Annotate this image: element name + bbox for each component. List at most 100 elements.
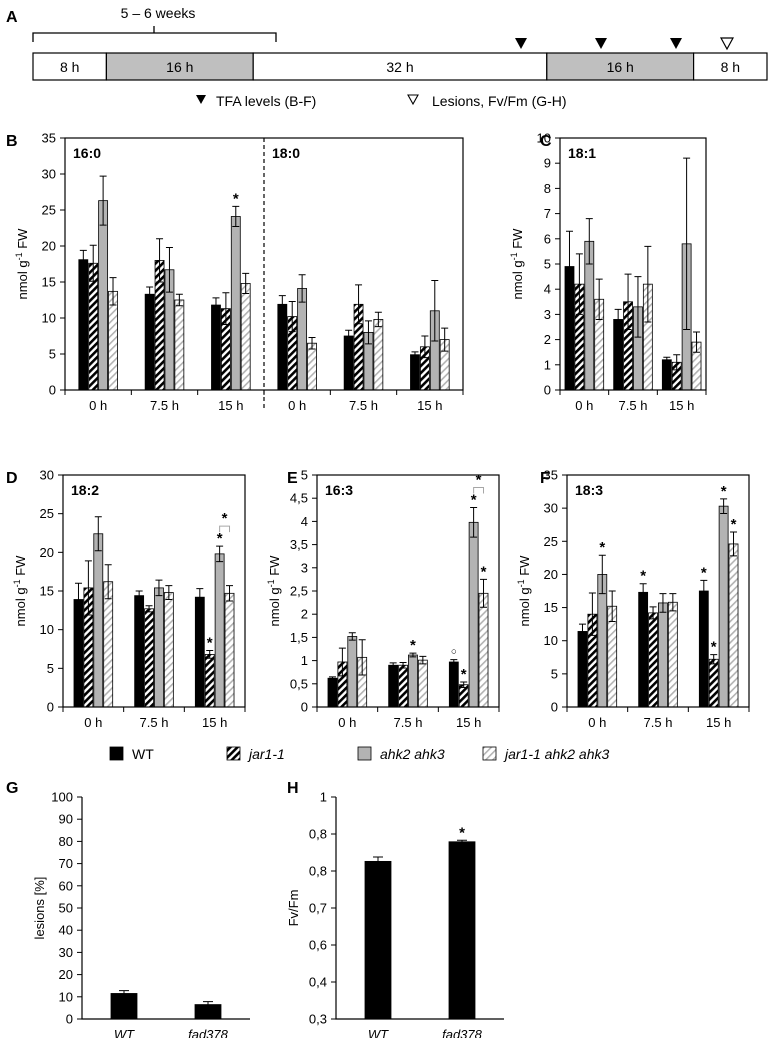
y-tick-label-E-2: 1 <box>301 653 308 668</box>
significance-mark-E-3: * <box>471 491 477 508</box>
error-bar-E-3-2 <box>480 578 488 608</box>
bar-F-0-0 <box>577 631 588 708</box>
bar-B-0-3 <box>277 303 288 391</box>
x-label-C-0: 0 h <box>575 398 593 413</box>
significance-mark-E-0: ○ <box>451 647 457 658</box>
error-bar-F-2-2 <box>720 498 728 514</box>
error-bar-D-2-2 <box>216 545 224 563</box>
y-tick-label-B-5: 25 <box>42 203 56 218</box>
significance-mark-F-0: * <box>640 568 646 585</box>
error-bar-E-3-0 <box>358 639 366 676</box>
x-label-D-1: 7.5 h <box>140 715 169 730</box>
bar-F-1-1 <box>648 612 658 708</box>
timeline-segment-label-1: 16 h <box>166 59 193 75</box>
y-tick-label-E-3: 1,5 <box>290 630 308 645</box>
error-bar-F-3-2 <box>730 531 738 557</box>
error-bar-E-0-0 <box>328 676 336 681</box>
y-tick-label-C-2: 2 <box>544 332 551 347</box>
y-tick-label-E-1: 0,5 <box>290 676 308 691</box>
error-bar-B-3-4 <box>374 311 382 328</box>
y-tick-label-B-4: 20 <box>42 239 56 254</box>
y-tick-label-D-4: 20 <box>40 545 54 560</box>
x-label-C-2: 15 h <box>669 398 694 413</box>
y-tick-label-B-6: 30 <box>42 167 56 182</box>
bar-D-2-2 <box>214 553 225 708</box>
bar-B-3-4 <box>373 319 384 391</box>
error-bar-B-1-5 <box>421 335 429 359</box>
y-axis-label-E: nmol g-1 FW <box>266 555 282 627</box>
y-tick-label-F-2: 10 <box>544 633 558 648</box>
plot-frame-B <box>64 137 464 391</box>
y-tick-label-E-10: 5 <box>301 468 308 483</box>
y-tick-label-C-10: 10 <box>537 131 551 146</box>
plot-frame-E <box>316 474 500 708</box>
panel-label-e: E <box>287 470 298 487</box>
error-bar-C-1-0 <box>575 253 583 315</box>
significance-mark-D-1: * <box>217 530 223 547</box>
panel-label-g: G <box>6 780 18 797</box>
y-tick-label-D-3: 15 <box>40 584 54 599</box>
error-bar-C-3-2 <box>693 331 701 353</box>
y-tick-label-B-7: 35 <box>42 131 56 146</box>
chart-h-fvfm: 0,3 0,4 0,6 0,7 0,8 0,8 1 Fv/Fm WT fad378 * <box>286 790 504 1038</box>
y-tick-label-G-3: 30 <box>59 945 73 960</box>
error-bar-B-3-2 <box>242 272 250 295</box>
error-bar-E-2-2 <box>470 506 478 538</box>
legend-label-2: ahk2 ahk3 <box>380 746 445 762</box>
bar-H-0-1 <box>448 841 476 1020</box>
error-bar-C-3-0 <box>595 278 603 320</box>
significance-mark-E-1: * <box>461 666 467 683</box>
genotype-legend: WT jar1-1 ahk2 ahk3 jar1-1 ahk2 ahk3 <box>109 746 610 762</box>
bar-C-0-1 <box>613 319 624 391</box>
x-label-E-1: 7.5 h <box>394 715 423 730</box>
bar-E-3-2 <box>478 592 489 708</box>
bar-B-0-4 <box>343 335 354 391</box>
chart-c-18-1: 0 1 2 3 4 5 6 7 8 9 10 nmol g-1 FW 0 h 7.5 h 15 h 18:1 <box>509 131 707 413</box>
y-tick-label-H-6: 1 <box>320 790 327 805</box>
y-tick-label-E-5: 2,5 <box>290 584 308 599</box>
comparison-bracket-D-0 <box>219 525 231 533</box>
y-tick-label-G-9: 90 <box>59 812 73 827</box>
y-tick-label-F-0: 0 <box>551 700 558 715</box>
panel-label-a: A <box>6 9 18 26</box>
error-bar-G-0-1 <box>203 1001 213 1008</box>
x-label-D-2: 15 h <box>202 715 227 730</box>
panel-label-b: B <box>6 133 18 150</box>
timeline-segment-0 <box>32 52 108 81</box>
y-tick-label-C-4: 4 <box>544 282 551 297</box>
group-title-F-0: 18:3 <box>575 482 603 498</box>
error-bar-C-2-0 <box>585 218 593 265</box>
y-tick-label-C-1: 1 <box>544 357 551 372</box>
error-bar-B-2-3 <box>298 274 306 303</box>
error-bar-F-2-1 <box>659 593 667 613</box>
bar-E-2-2 <box>468 521 479 708</box>
chart-g-lesions: 0 10 20 30 40 50 60 70 80 90 100 lesions [%] WT fad37… <box>32 790 250 1038</box>
error-bar-H-0-1 <box>457 839 467 844</box>
bar-F-2-2 <box>718 505 729 708</box>
y-tick-label-E-9: 4,5 <box>290 491 308 506</box>
group-title-E-0: 16:3 <box>325 482 353 498</box>
y-axis-label-B: nmol g-1 FW <box>14 228 30 300</box>
y-tick-label-C-8: 8 <box>544 181 551 196</box>
weeks-bracket <box>32 26 277 42</box>
y-tick-label-E-8: 4 <box>301 514 308 529</box>
bar-B-0-5 <box>410 354 420 391</box>
bar-B-2-0 <box>98 200 109 391</box>
error-bar-C-0-2 <box>663 356 671 363</box>
y-tick-label-D-5: 25 <box>40 506 54 521</box>
error-bar-E-2-0 <box>348 632 356 641</box>
y-axis-label-G: lesions [%] <box>32 877 47 940</box>
error-bar-C-1-2 <box>673 354 681 371</box>
significance-mark-F-2: * <box>711 639 717 656</box>
group-title-C-0: 18:1 <box>568 145 596 161</box>
y-tick-label-G-7: 70 <box>59 856 73 871</box>
timeline-segment-2 <box>252 52 548 81</box>
bar-E-0-1 <box>388 664 399 708</box>
x-label-F-1: 7.5 h <box>644 715 673 730</box>
error-bar-E-1-1 <box>399 661 407 669</box>
x-label-D-0: 0 h <box>84 715 102 730</box>
x-label-F-2: 15 h <box>706 715 731 730</box>
y-tick-label-F-6: 30 <box>544 501 558 516</box>
significance-mark-H-0: * <box>459 824 465 841</box>
x-label-E-2: 15 h <box>456 715 481 730</box>
